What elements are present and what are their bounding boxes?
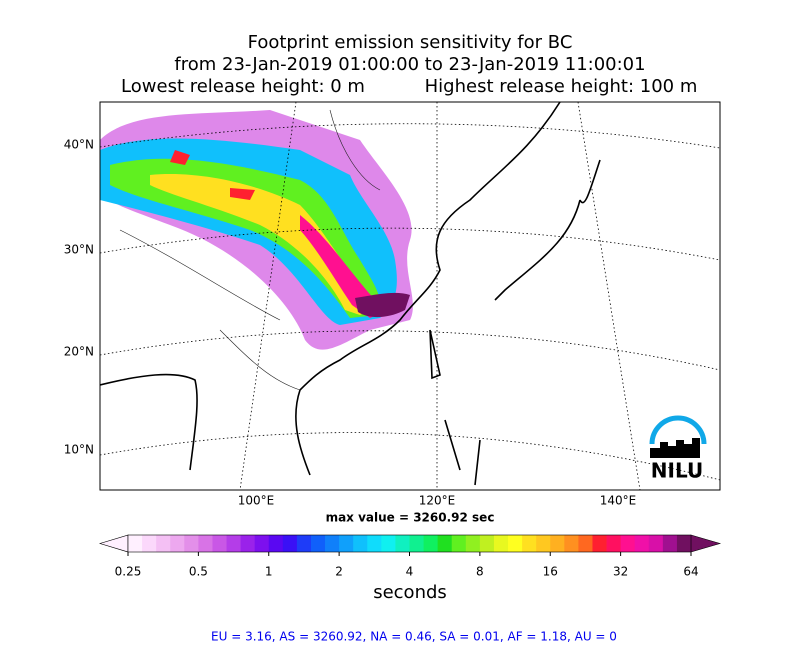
colorbar-swatch xyxy=(676,535,692,552)
colorbar-tick-label: 1 xyxy=(265,565,273,579)
colorbar-extend xyxy=(98,534,129,553)
colorbar-swatch xyxy=(268,535,284,552)
lowest-release: Lowest release height: 0 m xyxy=(121,76,365,97)
colorbar-swatch xyxy=(282,535,298,552)
colorbar-swatch xyxy=(339,535,354,552)
footer-stats: EU = 3.16, AS = 3260.92, NA = 0.46, SA =… xyxy=(211,630,617,644)
colorbar-label: seconds xyxy=(373,582,447,603)
colorbar-swatch xyxy=(620,535,636,552)
lon-label: 120°E xyxy=(419,494,456,508)
colorbar-swatch xyxy=(465,535,481,552)
colorbar-swatch xyxy=(310,535,326,552)
colorbar-tick-label: 4 xyxy=(406,565,414,579)
colorbar-swatch xyxy=(493,535,509,552)
colorbar-swatch xyxy=(606,535,622,552)
max-value: max value = 3260.92 sec xyxy=(326,511,495,525)
colorbar-swatch xyxy=(212,535,227,552)
map-area: NILU xyxy=(100,102,720,490)
logo-text: NILU xyxy=(651,459,703,483)
colorbar-swatch xyxy=(592,535,607,552)
colorbar-swatch xyxy=(296,535,312,552)
colorbar-swatch xyxy=(564,535,579,552)
colorbar-swatch xyxy=(142,535,157,552)
highest-release: Highest release height: 100 m xyxy=(425,76,698,97)
colorbar-swatch xyxy=(522,535,537,552)
lat-label: 10°N xyxy=(64,443,94,457)
colorbar-swatch xyxy=(240,535,256,552)
colorbar-tick-label: 0.25 xyxy=(115,565,142,579)
colorbar-swatch xyxy=(451,535,467,552)
colorbar-swatch xyxy=(128,535,143,552)
colorbar-swatch xyxy=(536,535,551,552)
colorbar-tick-label: 8 xyxy=(476,565,484,579)
colorbar-swatch xyxy=(409,535,424,552)
lon-label: 100°E xyxy=(238,494,275,508)
colorbar-swatch xyxy=(479,535,495,552)
lat-label: 30°N xyxy=(64,243,94,257)
colorbar-swatch xyxy=(325,535,340,552)
map-frame xyxy=(99,101,721,491)
colorbar-swatch xyxy=(198,535,213,552)
colorbar-tick-label: 32 xyxy=(613,565,628,579)
colorbar-swatch xyxy=(156,535,171,552)
lat-label: 20°N xyxy=(64,345,94,359)
colorbar-swatch xyxy=(254,535,270,552)
colorbar-swatch xyxy=(634,535,650,552)
colorbar-swatch xyxy=(508,535,523,552)
colorbar-swatch xyxy=(184,535,199,552)
colorbar: 0.25 0.5 1 2 4 8 16 32 64 xyxy=(98,534,722,579)
colorbar-swatch xyxy=(648,535,664,552)
colorbar-swatch xyxy=(395,535,410,552)
colorbar-swatch xyxy=(550,535,565,552)
title-line: Footprint emission sensitivity for BC xyxy=(248,32,573,53)
colorbar-swatch xyxy=(662,535,678,552)
colorbar-tick-label: 64 xyxy=(683,565,698,579)
lon-label: 140°E xyxy=(600,494,637,508)
colorbar-swatch xyxy=(437,535,453,552)
title-line: from 23-Jan-2019 01:00:00 to 23-Jan-2019… xyxy=(174,54,645,75)
colorbar-extend xyxy=(690,534,722,553)
colorbar-tick-label: 0.5 xyxy=(189,565,208,579)
colorbar-swatch xyxy=(353,535,368,552)
colorbar-swatch xyxy=(381,535,396,552)
colorbar-swatch xyxy=(367,535,382,552)
colorbar-swatch xyxy=(226,535,241,552)
lat-label: 40°N xyxy=(64,138,94,152)
colorbar-tick-label: 2 xyxy=(335,565,343,579)
colorbar-swatch xyxy=(578,535,593,552)
colorbar-tick-label: 16 xyxy=(543,565,558,579)
colorbar-swatch xyxy=(170,535,185,552)
colorbar-swatch xyxy=(423,535,439,552)
